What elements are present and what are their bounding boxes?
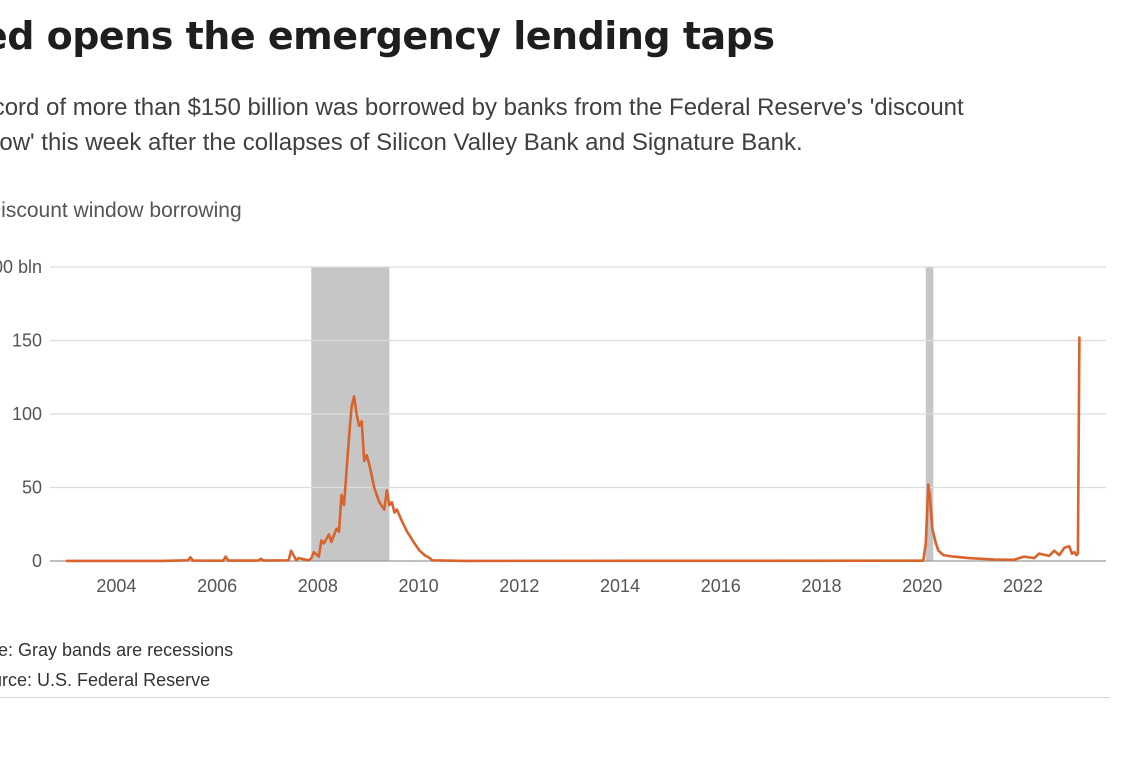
y-tick-label-150: 150: [12, 331, 42, 351]
chart-title: Fed opens the emergency lending taps: [0, 14, 775, 58]
y-tick-label-200: 200 bln: [0, 257, 42, 277]
x-tick-label-2006: 2006: [197, 576, 237, 596]
x-tick-label-2004: 2004: [96, 576, 136, 596]
gridlines: [50, 266, 1106, 562]
chart-note: Note: Gray bands are recessions: [0, 640, 234, 660]
series-line-1: [65, 336, 1081, 563]
x-tick-label-2008: 2008: [298, 576, 338, 596]
chart-subtitle: A record of more than $150 billion was b…: [0, 94, 964, 156]
x-tick-label-2018: 2018: [801, 576, 841, 596]
chart-label: Discount window borrowing: [0, 199, 242, 222]
x-tick-label-2020: 2020: [902, 576, 942, 596]
footer-divider: [0, 697, 1110, 698]
x-tick-label-2014: 2014: [600, 576, 640, 596]
line-chart: 0 50 100 150 200 bln 2004 2006 2008 2010 2012 201…: [0, 257, 1106, 596]
x-tick-label-2022: 2022: [1003, 576, 1043, 596]
x-axis-labels: 2004 2006 2008 2010 2012 2014 2016 2018 2020 2022: [96, 576, 1043, 596]
y-axis-labels: 0 50 100 150 200 bln: [0, 257, 42, 571]
x-tick-label-2012: 2012: [499, 576, 539, 596]
y-tick-label-0: 0: [32, 551, 42, 571]
x-tick-label-2010: 2010: [399, 576, 439, 596]
y-tick-label-50: 50: [22, 478, 42, 498]
x-tick-label-2016: 2016: [701, 576, 741, 596]
chart-source: Source: U.S. Federal Reserve: [0, 670, 211, 690]
series-layer: [65, 336, 1081, 563]
y-tick-label-100: 100: [12, 404, 42, 424]
